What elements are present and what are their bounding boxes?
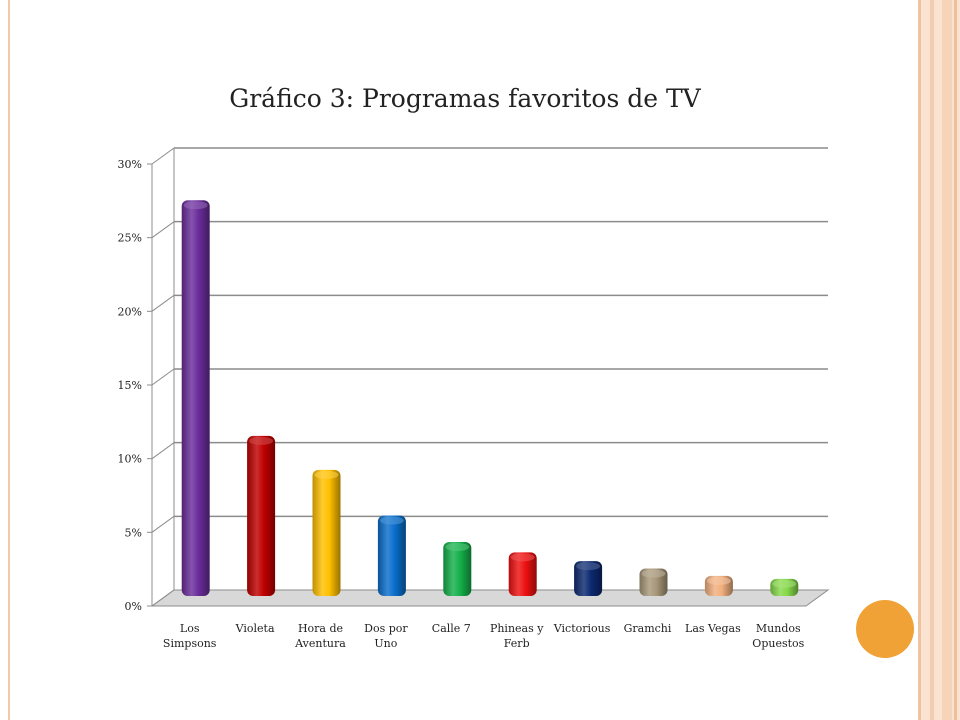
bar-cap [249, 436, 274, 445]
bar-cap [314, 470, 339, 479]
x-category-label: Dos por [364, 622, 408, 635]
bar [181, 200, 210, 596]
x-category-label: Opuestos [752, 637, 804, 650]
y-tick-label: 0% [125, 600, 142, 613]
bar-cap [510, 553, 535, 562]
x-category-label: Calle 7 [432, 622, 471, 635]
gridline-diagonal [151, 442, 175, 460]
bar-cap [641, 569, 666, 578]
chart-title: Gráfico 3: Programas favoritos de TV [229, 84, 701, 113]
x-category-label: Mundos [756, 622, 801, 635]
right-frame-stripes [918, 0, 960, 720]
x-category-label: Uno [374, 637, 397, 650]
gridline-diagonal [151, 294, 175, 312]
x-category-label: Aventura [294, 637, 346, 650]
bar-cap [379, 516, 404, 525]
bar [247, 435, 276, 596]
orange-circle-decoration [856, 600, 914, 658]
x-category-label: Victorious [553, 622, 611, 635]
bar-cap [183, 201, 208, 210]
gridline-diagonal [151, 589, 175, 607]
x-category-label: Phineas y [490, 622, 544, 635]
y-tick-label: 15% [118, 379, 142, 392]
gridline-diagonal [151, 368, 175, 386]
y-tick-label: 25% [118, 232, 142, 245]
y-tick-label: 5% [125, 526, 142, 539]
x-category-label: Las Vegas [685, 622, 741, 635]
x-category-label: Hora de [298, 622, 343, 635]
bar-cap [706, 576, 731, 585]
left-frame-line [8, 0, 10, 720]
bar-cap [772, 579, 797, 588]
x-category-label: Violeta [235, 622, 275, 635]
bar [312, 469, 341, 596]
bar [377, 515, 406, 596]
bar [443, 542, 472, 596]
gridline-diagonal [151, 515, 175, 533]
gridline-diagonal [151, 221, 175, 239]
bar [508, 552, 537, 596]
y-tick-label: 30% [118, 158, 142, 171]
x-category-label: Gramchi [624, 622, 672, 635]
x-category-label: Los [180, 622, 200, 635]
gridline-diagonal [151, 147, 175, 165]
y-tick-label: 20% [118, 305, 142, 318]
x-category-label: Simpsons [163, 637, 217, 650]
bar-cap [576, 562, 601, 571]
bar [574, 561, 603, 596]
y-tick-label: 10% [118, 453, 142, 466]
bar-cap [445, 543, 470, 552]
x-category-label: Ferb [504, 637, 530, 650]
